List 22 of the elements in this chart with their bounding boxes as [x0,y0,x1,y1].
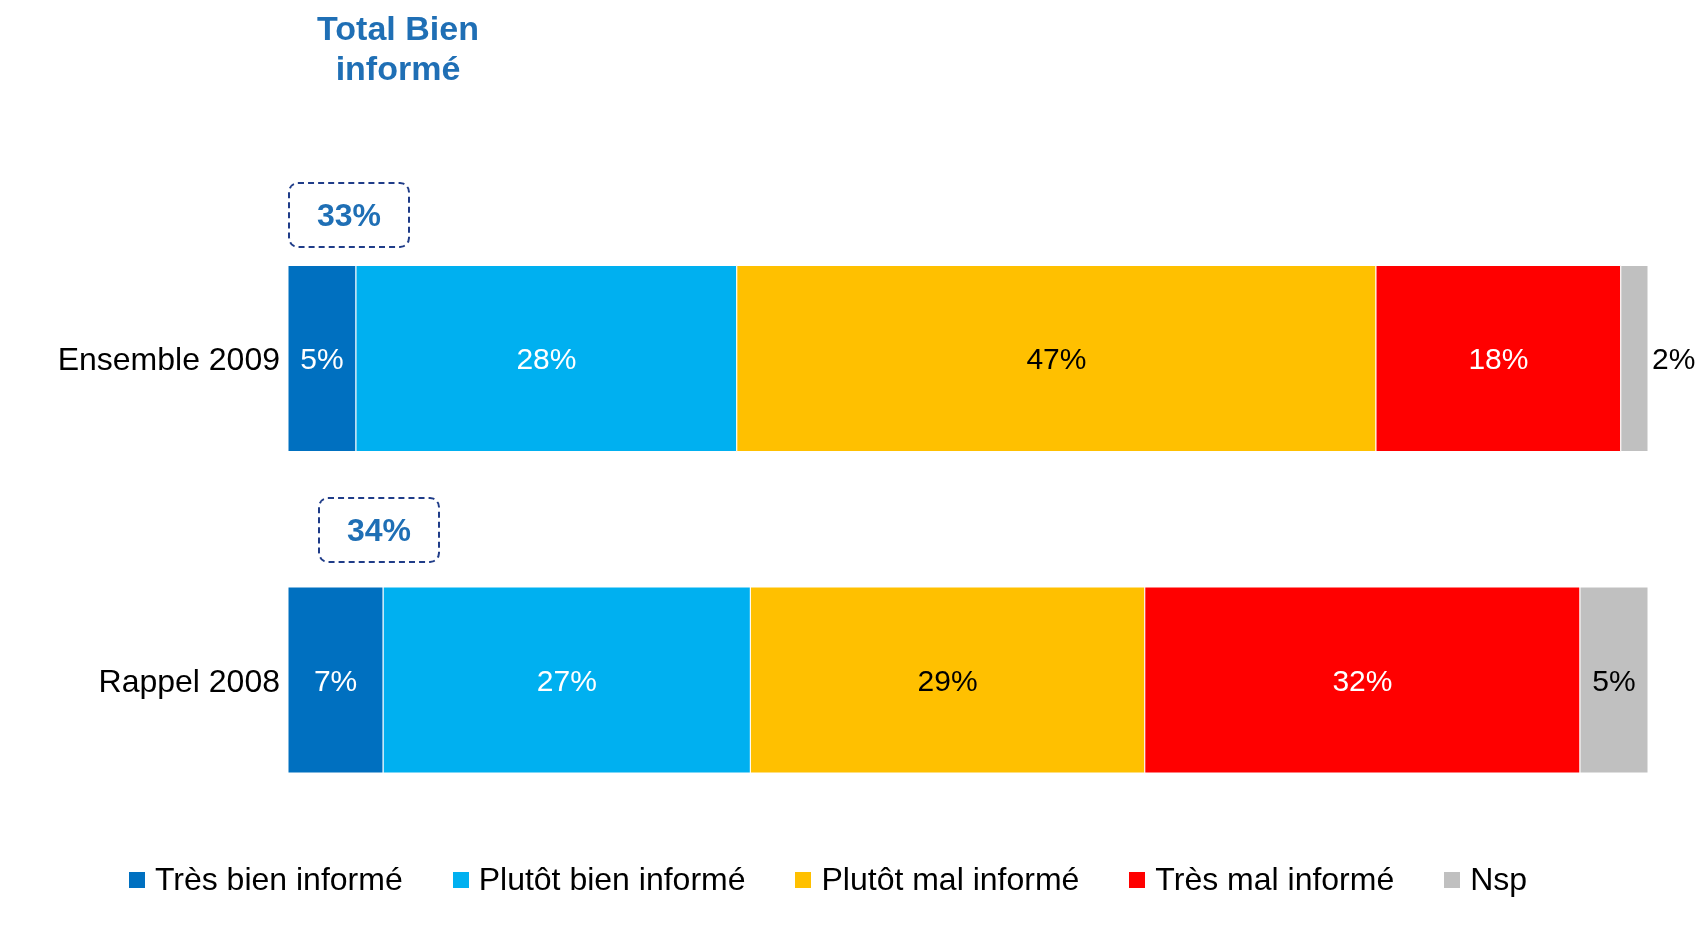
legend-label: Très bien informé [154,861,403,898]
annotation: 34% [346,511,412,549]
legend-label: Nsp [1470,861,1528,898]
data-label: 7% [313,663,358,697]
data-label: 28% [516,342,577,376]
data-label: 47% [1026,342,1087,376]
dashed-frame: 33% [288,182,410,249]
data-label: 2% [1652,342,1696,376]
annotation: 33% [316,196,382,234]
data-label: 18% [1468,342,1529,376]
text: Total Bien informé [316,8,480,88]
legend-label: Très mal informé [1155,861,1395,898]
dashed-frame: 34% [318,497,440,564]
legend-label: Plutôt mal informé [821,861,1080,898]
y-tick-label: Ensemble 2009 [57,341,280,378]
data-label: 5% [300,342,344,376]
data-label: 29% [917,663,978,697]
data-label: 32% [1332,663,1393,697]
y-tick-label: Rappel 2008 [98,662,280,699]
data-label: 5% [1592,663,1636,697]
legend-label: Plutôt bien informé [478,861,746,898]
data-label: 27% [536,663,597,697]
